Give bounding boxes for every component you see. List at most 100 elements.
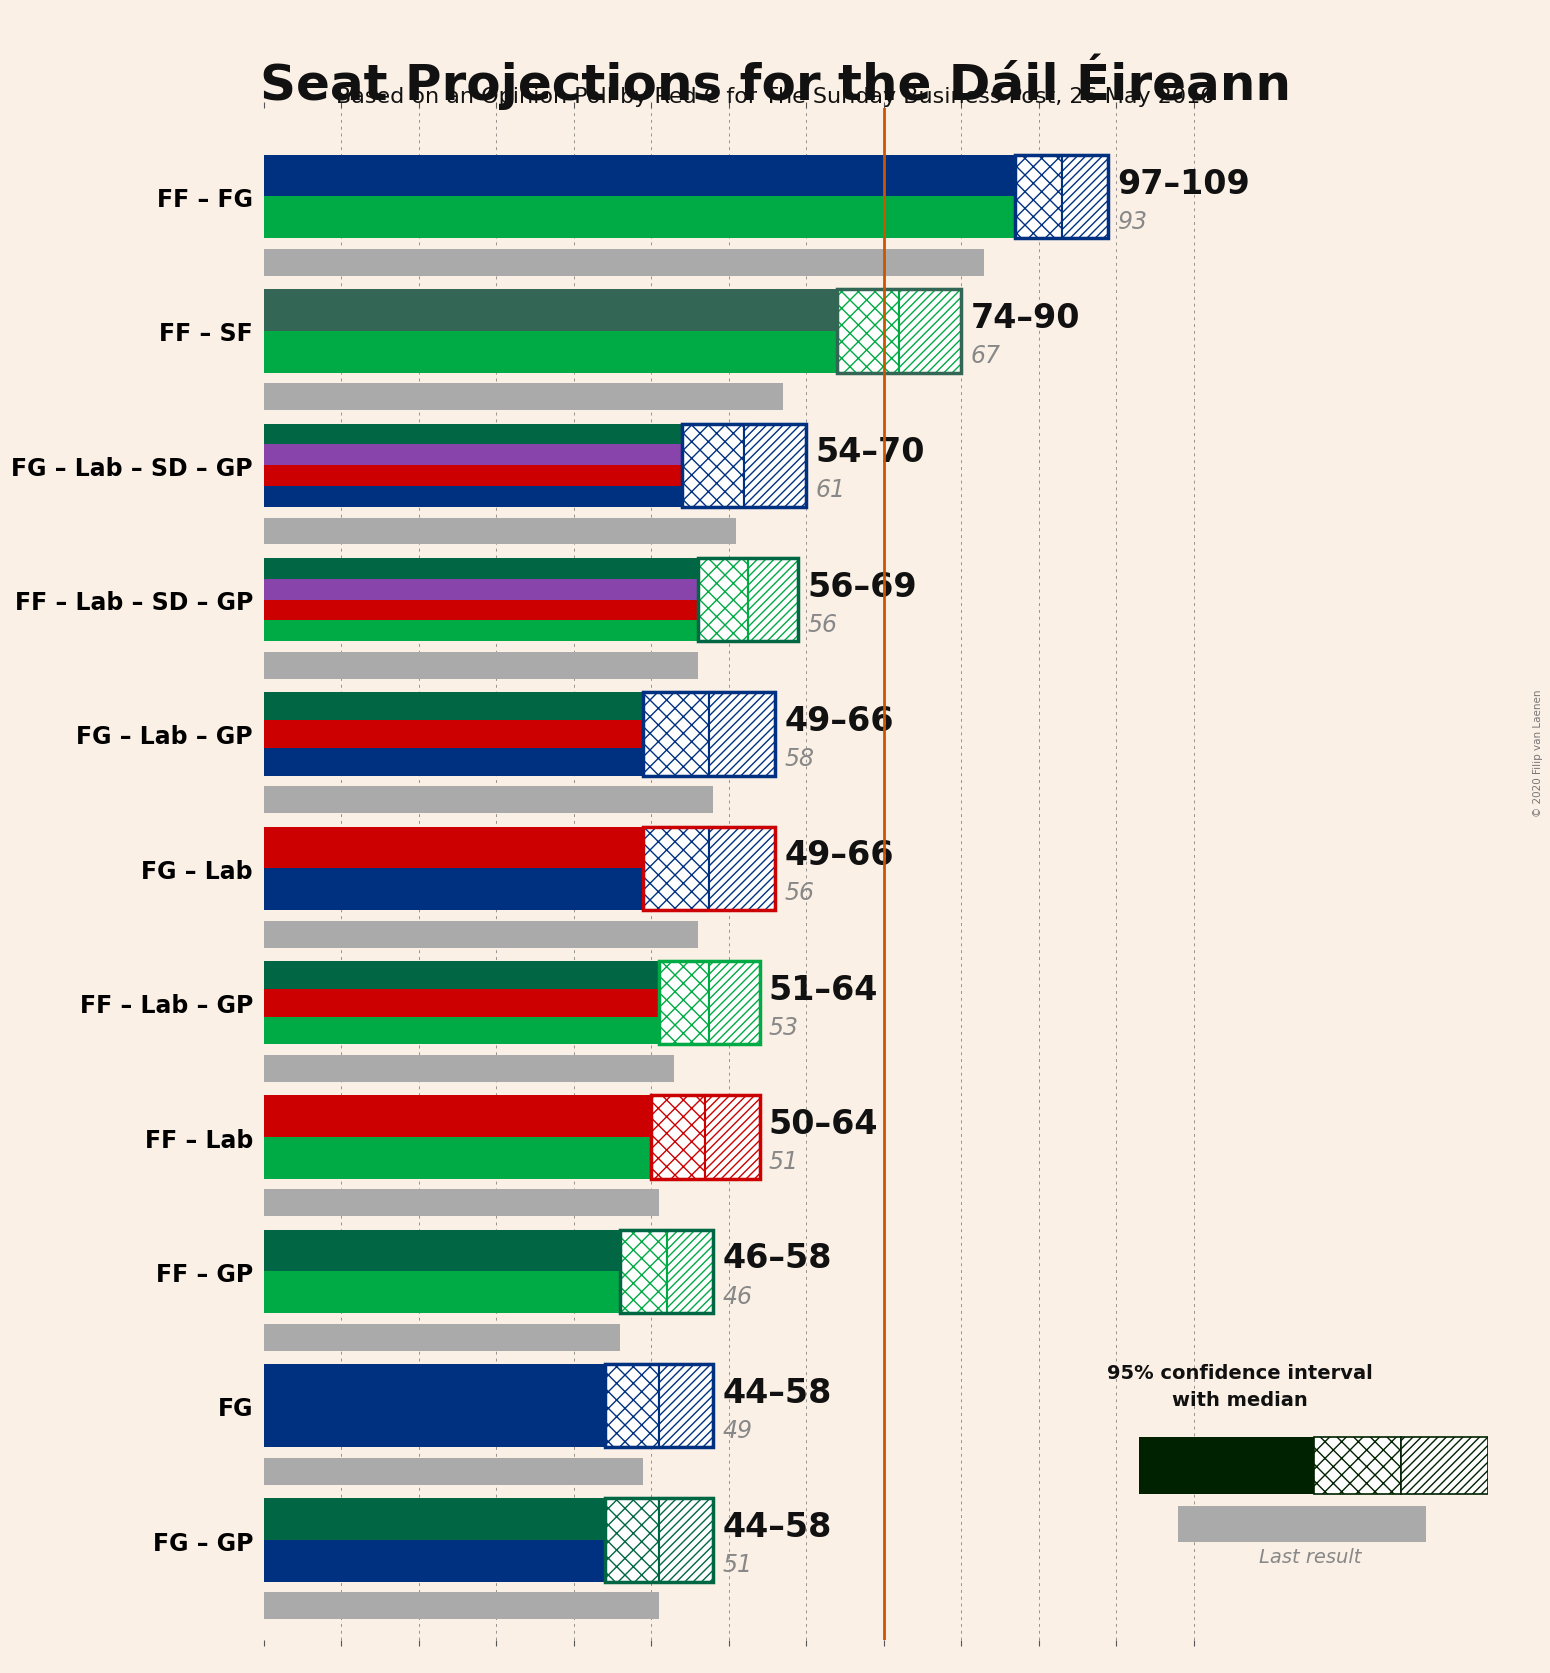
Bar: [643, 826, 775, 910]
Bar: [604, 1363, 713, 1447]
Bar: [264, 721, 643, 748]
Bar: [264, 868, 643, 910]
Bar: [1401, 1437, 1488, 1494]
Bar: [666, 1230, 713, 1313]
Text: 50–64: 50–64: [769, 1108, 879, 1141]
Bar: [682, 425, 806, 507]
Text: © 2020 Filip van Laenen: © 2020 Filip van Laenen: [1533, 689, 1542, 816]
Bar: [604, 1363, 659, 1447]
Bar: [264, 289, 837, 331]
Bar: [643, 693, 775, 776]
Bar: [604, 1499, 713, 1581]
Bar: [264, 156, 1015, 197]
Text: Based on an Opinion Poll by Red C for The Sunday Business Post, 26 May 2016: Based on an Opinion Poll by Red C for Th…: [336, 87, 1214, 107]
Text: 54–70: 54–70: [815, 437, 925, 468]
Bar: [1062, 156, 1108, 239]
Bar: [264, 1593, 659, 1619]
Bar: [264, 559, 698, 579]
Bar: [710, 693, 775, 776]
Text: 51: 51: [722, 1553, 752, 1576]
Bar: [682, 425, 744, 507]
Bar: [264, 1271, 620, 1313]
Bar: [264, 487, 682, 507]
Bar: [264, 962, 659, 989]
Text: 49: 49: [722, 1419, 752, 1442]
Text: 49–66: 49–66: [784, 704, 894, 738]
Bar: [264, 989, 659, 1017]
Text: 67: 67: [970, 345, 1000, 368]
Bar: [659, 1499, 713, 1581]
Bar: [264, 748, 643, 776]
Bar: [710, 826, 775, 910]
Bar: [264, 1499, 604, 1541]
Bar: [899, 289, 961, 373]
Bar: [659, 962, 760, 1044]
Bar: [659, 1363, 713, 1447]
Bar: [264, 786, 713, 813]
Text: 56–69: 56–69: [808, 570, 918, 604]
Text: Seat Projections for the Dáil Éireann: Seat Projections for the Dáil Éireann: [259, 54, 1291, 110]
Bar: [643, 826, 710, 910]
Text: Last result: Last result: [1259, 1548, 1361, 1566]
Bar: [264, 1323, 620, 1350]
Text: 97–109: 97–109: [1118, 167, 1251, 201]
Bar: [264, 1190, 659, 1216]
Bar: [264, 693, 643, 721]
Bar: [264, 1363, 604, 1447]
Bar: [1139, 1437, 1314, 1494]
Bar: [604, 1499, 659, 1581]
Text: 56: 56: [808, 612, 837, 636]
Bar: [264, 1138, 651, 1179]
Bar: [651, 1096, 760, 1179]
Text: 44–58: 44–58: [722, 1375, 832, 1409]
Bar: [1314, 1437, 1401, 1494]
Bar: [264, 601, 698, 621]
Bar: [264, 1230, 620, 1271]
Bar: [837, 289, 899, 373]
Bar: [659, 962, 710, 1044]
Bar: [264, 331, 837, 373]
Bar: [264, 249, 984, 276]
Text: 53: 53: [769, 1016, 798, 1039]
Bar: [1015, 156, 1108, 239]
Text: 46–58: 46–58: [722, 1241, 832, 1275]
Bar: [620, 1230, 666, 1313]
Bar: [698, 559, 747, 642]
Text: 95% confidence interval
with median: 95% confidence interval with median: [1107, 1363, 1373, 1409]
Bar: [264, 197, 1015, 239]
Bar: [264, 1096, 651, 1138]
Bar: [264, 1017, 659, 1044]
Text: 56: 56: [784, 882, 814, 905]
Bar: [264, 826, 643, 868]
Text: 93: 93: [1118, 209, 1147, 234]
Bar: [651, 1096, 705, 1179]
Bar: [744, 425, 806, 507]
Text: 61: 61: [815, 478, 845, 502]
Bar: [264, 1459, 643, 1486]
Bar: [747, 559, 798, 642]
Bar: [643, 693, 710, 776]
Bar: [264, 445, 682, 465]
Text: 58: 58: [784, 746, 814, 771]
Text: 74–90: 74–90: [970, 301, 1080, 335]
Bar: [264, 1056, 674, 1082]
Bar: [264, 385, 783, 412]
Bar: [705, 1096, 760, 1179]
Bar: [837, 289, 961, 373]
Text: 51: 51: [769, 1149, 798, 1173]
Bar: [620, 1230, 713, 1313]
Bar: [264, 652, 698, 679]
Text: 46: 46: [722, 1283, 752, 1308]
Bar: [1015, 156, 1062, 239]
Text: 51–64: 51–64: [769, 974, 879, 1005]
Text: 44–58: 44–58: [722, 1511, 832, 1543]
Bar: [698, 559, 798, 642]
Text: 49–66: 49–66: [784, 838, 894, 872]
Bar: [264, 922, 698, 949]
Bar: [264, 1541, 604, 1581]
Bar: [264, 519, 736, 545]
Bar: [264, 425, 682, 445]
Bar: [264, 465, 682, 487]
Bar: [264, 579, 698, 601]
Bar: [264, 621, 698, 642]
